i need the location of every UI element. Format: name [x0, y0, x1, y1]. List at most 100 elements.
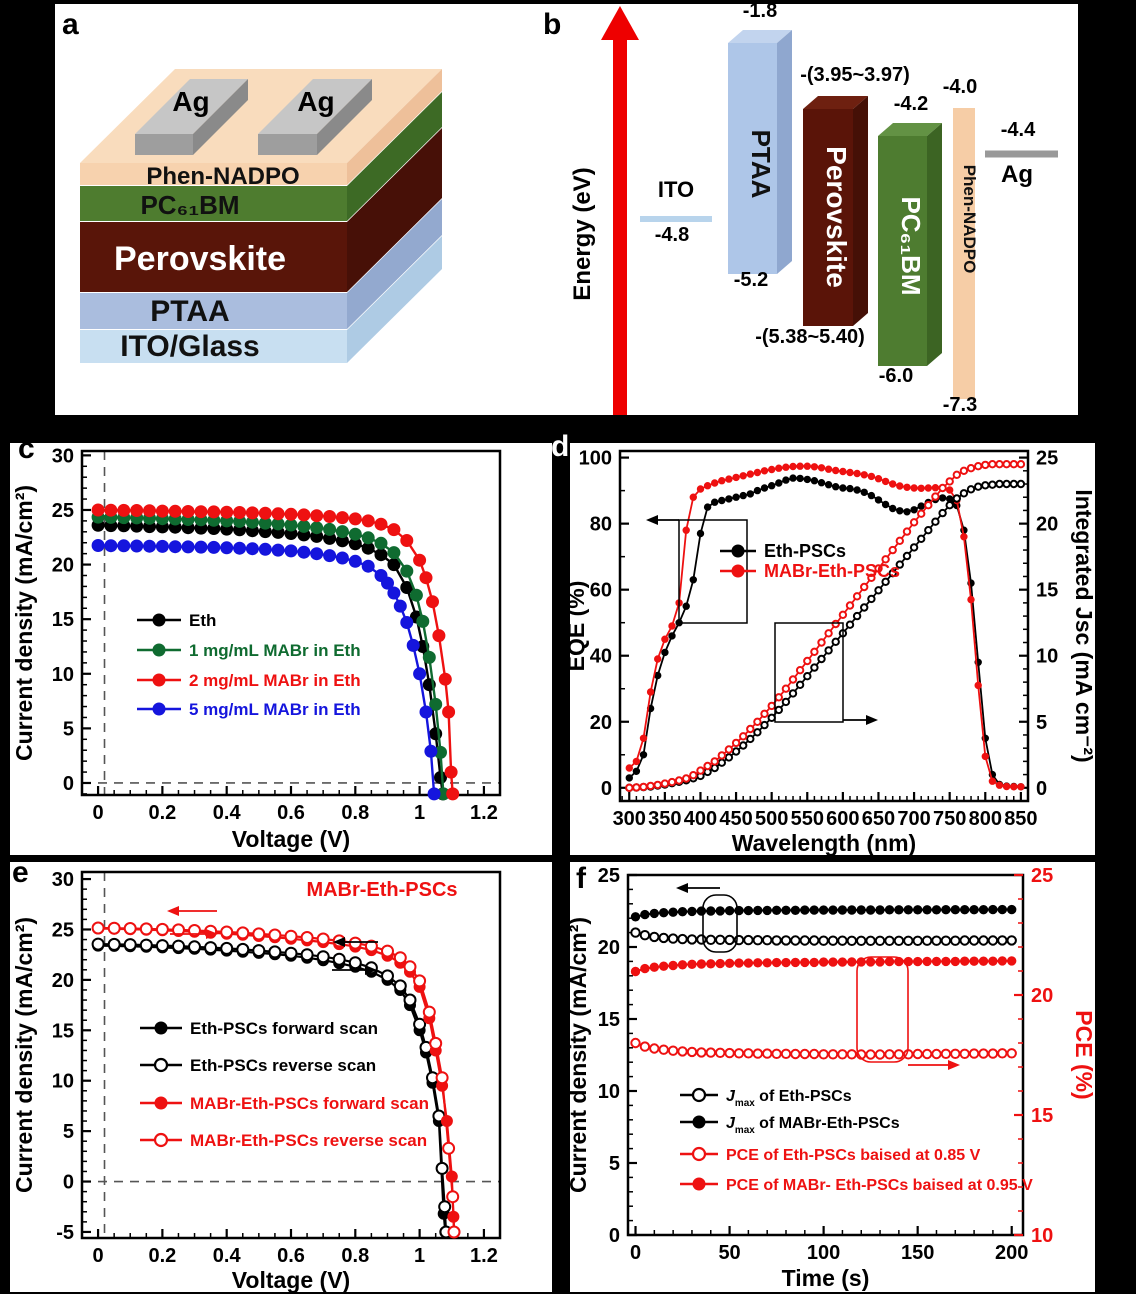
- layer-side-3: [347, 199, 442, 329]
- marker-filled: [917, 502, 925, 510]
- legend-marker-filled: [152, 702, 166, 716]
- marker-filled: [865, 957, 876, 967]
- annotation-box: [774, 622, 844, 723]
- marker-filled: [746, 470, 755, 478]
- ag-bar-top: [135, 79, 248, 134]
- marker-filled: [853, 486, 861, 494]
- legend-marker-open: [153, 1132, 169, 1148]
- marker-open: [865, 935, 876, 947]
- marker-filled: [310, 509, 324, 523]
- marker-filled: [400, 564, 414, 578]
- marker-open: [660, 779, 670, 788]
- marker-open: [978, 1048, 989, 1059]
- marker-open: [724, 934, 735, 946]
- level-bottom-value: -7.3: [943, 394, 977, 415]
- marker-open: [653, 780, 662, 790]
- marker-open: [1009, 460, 1018, 469]
- legend-marker-filled: [152, 643, 166, 657]
- marker-open: [724, 753, 734, 762]
- level-bar-side: [853, 96, 868, 326]
- marker-open: [921, 935, 933, 946]
- layer-ito-glass: [80, 330, 347, 363]
- marker-filled: [724, 958, 735, 969]
- marker-open: [717, 758, 727, 767]
- x-tick-label: 0.8: [341, 802, 369, 824]
- marker-filled: [969, 956, 979, 966]
- series-group: [91, 503, 460, 801]
- marker-open: [91, 921, 105, 935]
- x-axis-title: Voltage (V): [232, 1267, 350, 1292]
- marker-open: [945, 501, 954, 510]
- marker-open: [252, 927, 266, 941]
- marker-open: [860, 603, 869, 612]
- layer-label: ITO/Glass: [120, 330, 260, 363]
- marker-open: [667, 777, 677, 787]
- x-tick-label: 600: [826, 808, 859, 830]
- marker-open: [649, 931, 660, 943]
- level-top-value: -(3.95~3.97): [800, 64, 910, 86]
- marker-open: [827, 1049, 839, 1060]
- marker-filled: [117, 539, 131, 553]
- panel-letter-b: b: [543, 8, 562, 41]
- marker-open: [981, 460, 990, 470]
- marker-filled: [429, 697, 443, 711]
- marker-open: [799, 1048, 811, 1060]
- panel-e-background: 0 0.2 0.4 0.6 0.8 1 1.2 -5 0 5 10 15 20 25 30 MABr-Eth-…: [10, 862, 552, 1293]
- marker-filled: [875, 957, 885, 967]
- level-top-value: -4.2: [894, 93, 928, 115]
- marker-filled: [426, 595, 439, 609]
- marker-open: [874, 586, 883, 595]
- marker-filled: [104, 503, 118, 517]
- marker-open: [803, 656, 812, 666]
- legend-label: PCE of Eth-PSCs baised at 0.85 V: [726, 1147, 981, 1164]
- marker-open: [686, 1046, 698, 1058]
- marker-filled: [860, 488, 868, 496]
- marker-open: [884, 1049, 895, 1060]
- marker-open: [677, 1046, 688, 1057]
- hysteresis-chart: 0 0.2 0.4 0.6 0.8 1 1.2 -5 0 5 10 15 20 25 30 MABr-Eth-…: [11, 869, 502, 1293]
- legend-marker-filled: [692, 1177, 706, 1191]
- marker-open: [909, 518, 919, 527]
- marker-filled: [768, 465, 776, 474]
- marker-open: [771, 1048, 782, 1060]
- marker-open: [938, 508, 947, 518]
- marker-filled: [387, 523, 401, 537]
- ag-bar-side: [193, 79, 248, 155]
- marker-filled: [917, 484, 925, 492]
- y-tick-label: 10: [52, 1071, 74, 1093]
- marker-filled: [865, 905, 876, 915]
- marker-open: [817, 654, 826, 664]
- marker-filled: [117, 503, 131, 517]
- level-bar-side: [927, 123, 942, 366]
- y-tick-label: 30: [52, 869, 74, 891]
- marker-open: [710, 763, 719, 773]
- marker-filled: [910, 484, 918, 492]
- marker-filled: [867, 472, 876, 481]
- layer-label: Perovskite: [114, 240, 286, 278]
- marker-open: [987, 935, 999, 946]
- marker-filled: [734, 905, 744, 916]
- legend-marker-filled: [154, 1021, 168, 1035]
- marker-filled: [649, 962, 660, 972]
- marker-filled: [194, 540, 208, 554]
- level-name: Ag: [1001, 161, 1033, 188]
- marker-open: [881, 577, 890, 587]
- marker-open: [316, 950, 330, 964]
- x-tick-label: 350: [648, 808, 681, 830]
- marker-open: [803, 672, 812, 681]
- y2-tick-label: 10: [1036, 646, 1058, 668]
- marker-open: [1002, 460, 1011, 469]
- marker-filled: [732, 493, 740, 501]
- y-tick-label: 30: [52, 445, 74, 467]
- marker-filled: [809, 905, 819, 915]
- marker-open: [630, 927, 641, 938]
- marker-filled: [817, 479, 826, 487]
- marker-filled: [995, 781, 1004, 789]
- marker-open: [852, 592, 862, 601]
- level-name: Perovskite: [821, 146, 852, 288]
- marker-open: [381, 969, 394, 983]
- layer-label: PC₆₁BM: [140, 190, 239, 220]
- x-tick-label: 500: [755, 808, 788, 830]
- marker-filled: [732, 473, 740, 482]
- marker-open: [924, 501, 933, 510]
